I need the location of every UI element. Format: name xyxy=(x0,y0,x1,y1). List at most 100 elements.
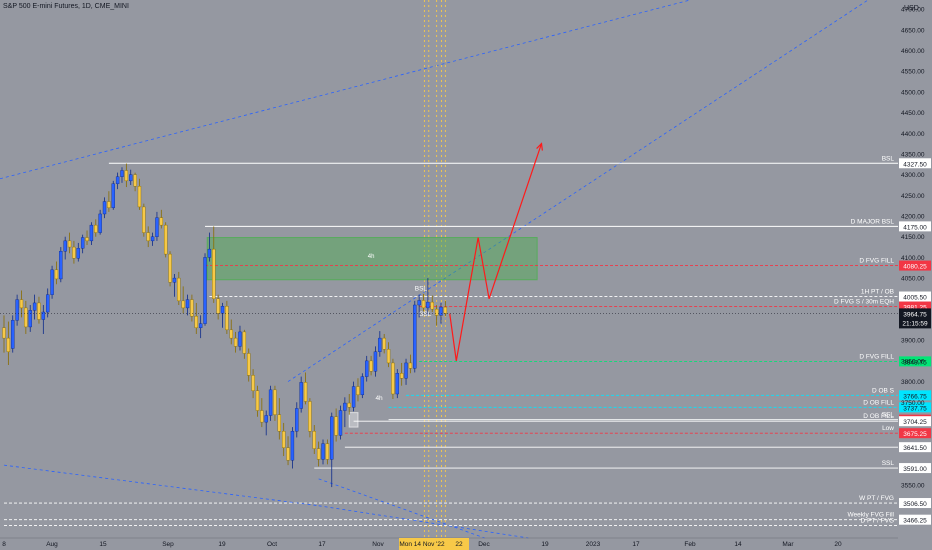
last-price-value: 3964.75 xyxy=(903,311,927,318)
level-price-value: 3981.25 xyxy=(903,305,927,312)
level-label: D OB S xyxy=(872,387,895,394)
level-price-value: 3675.25 xyxy=(903,431,927,438)
candle-body xyxy=(54,269,59,280)
candle-body xyxy=(85,237,89,242)
candle-body xyxy=(386,349,391,364)
highlighted-date-tag xyxy=(399,538,469,550)
price-tick-label: 4100.00 xyxy=(901,255,925,262)
candle-body xyxy=(295,408,299,432)
candle-body xyxy=(129,174,133,182)
candle-body xyxy=(94,224,98,233)
time-tick-label: Dec xyxy=(478,541,490,548)
level-label: D MAJOR BSL xyxy=(851,218,895,225)
level-price-tag xyxy=(899,442,931,453)
level-label: D OB FILL xyxy=(863,413,894,420)
time-tick-label: 20 xyxy=(834,541,842,548)
candle-body xyxy=(321,443,325,460)
candle-body xyxy=(46,294,50,313)
candle-body xyxy=(242,331,247,354)
time-tick-label: Feb xyxy=(684,541,696,548)
candle-body xyxy=(198,323,203,328)
candle-body xyxy=(264,415,268,423)
price-tick-label: 3850.00 xyxy=(901,358,925,365)
candle-body xyxy=(255,390,260,411)
candle-body xyxy=(443,306,448,314)
time-tick-label: Mar xyxy=(782,541,794,548)
level-price-value: 3506.50 xyxy=(903,501,927,508)
candle-body xyxy=(2,327,6,339)
chart-annotation: 4h xyxy=(375,395,383,402)
price-tick-label: 4600.00 xyxy=(901,48,925,55)
level-price-value: 3466.25 xyxy=(903,518,927,525)
chart-title: S&P 500 E-mini Futures, 1D, CME_MINI xyxy=(3,3,129,10)
projection-layer xyxy=(449,142,543,361)
price-tick-label: 4050.00 xyxy=(901,276,925,283)
low-diagonal-line xyxy=(318,478,485,539)
projection-path xyxy=(449,143,543,361)
candle-body xyxy=(102,201,107,215)
lower-trendline-extension xyxy=(318,505,529,539)
price-tick-label: 4400.00 xyxy=(901,131,925,138)
candle-body xyxy=(220,306,225,314)
candle-body xyxy=(172,277,177,283)
last-price-tag xyxy=(899,308,931,329)
countdown-value: 21:15:59 xyxy=(902,320,928,327)
time-tick-label: 8 xyxy=(2,541,6,548)
time-tick-label: Aug xyxy=(46,541,58,548)
candle-body xyxy=(212,248,216,299)
candle-body xyxy=(190,299,194,317)
candle-body xyxy=(347,402,351,408)
time-tick-label: 15 xyxy=(99,541,107,548)
level-label: Weekly FVG Fill xyxy=(848,512,895,519)
candle-body xyxy=(316,448,321,460)
level-price-value: 4005.50 xyxy=(903,295,927,302)
candle-body xyxy=(194,315,198,328)
price-tick-label: 4350.00 xyxy=(901,151,925,158)
candle-body xyxy=(155,217,159,237)
level-price-value: 4080.25 xyxy=(903,264,927,271)
candle-body xyxy=(50,269,54,295)
time-tick-label: 19 xyxy=(218,541,226,548)
candle-body xyxy=(382,337,386,350)
candle-body xyxy=(32,302,37,311)
candle-body xyxy=(11,320,15,349)
level-price-value: 4175.00 xyxy=(903,224,927,231)
candle-body xyxy=(107,201,111,208)
candle-body xyxy=(185,299,190,309)
level-label: D OB FILL xyxy=(863,399,894,406)
candle-body xyxy=(290,431,295,461)
levels-layer: BSL 4327.50 D MAJOR BSL 4175.00 D FVG FILL 40… xyxy=(4,155,931,527)
level-price-tag xyxy=(899,301,931,312)
level-label: D FVG FILL xyxy=(859,258,894,265)
candle-body xyxy=(238,331,242,347)
candle-body xyxy=(268,389,273,416)
price-tick-label: 4550.00 xyxy=(901,69,925,76)
level-label: D PT / FVG xyxy=(861,518,894,525)
candle-body xyxy=(395,373,399,395)
candle-body xyxy=(181,300,185,309)
support-trendline xyxy=(287,0,869,382)
candle-body xyxy=(277,414,282,432)
candle-body xyxy=(19,299,24,309)
level-price-tag xyxy=(899,428,931,439)
candle-body xyxy=(351,386,356,408)
candle-body xyxy=(6,337,11,352)
candle-body xyxy=(37,302,41,320)
candle-body xyxy=(142,206,146,233)
candles-layer: BSL SSL 4h xyxy=(0,163,898,488)
candle-body xyxy=(72,246,76,259)
price-tick-label: 4200.00 xyxy=(901,214,925,221)
candle-body xyxy=(216,298,220,314)
candle-body xyxy=(233,337,238,347)
resistance-trendline xyxy=(0,0,691,180)
candle-body xyxy=(281,431,286,448)
candle-body xyxy=(89,224,94,242)
candle-body xyxy=(15,299,19,321)
time-tick-label: Nov xyxy=(372,541,384,548)
candle-body xyxy=(338,410,343,436)
candle-body xyxy=(391,362,395,395)
candle-body xyxy=(404,362,408,379)
candle-body xyxy=(133,174,137,187)
